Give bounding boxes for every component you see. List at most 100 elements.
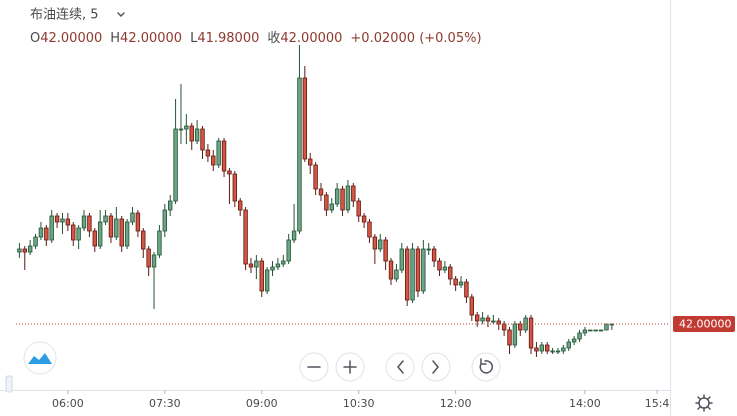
candle-body xyxy=(291,230,297,241)
candle-body xyxy=(302,77,308,160)
candle-body xyxy=(200,128,205,151)
scroll-left[interactable] xyxy=(385,352,415,382)
x-tick-label: 14:00 xyxy=(569,397,601,410)
candle-body xyxy=(383,239,388,262)
candle-body xyxy=(157,230,162,256)
legend-value: 42.00000 xyxy=(40,31,102,46)
candle-body xyxy=(119,218,124,247)
candle-body xyxy=(264,269,270,292)
candle-body xyxy=(474,314,480,322)
candle-body xyxy=(189,125,194,142)
candle-body xyxy=(184,125,189,130)
legend-value: 42.00000 xyxy=(120,31,182,46)
candle-body xyxy=(561,347,566,352)
legend-value: 41.98000 xyxy=(197,31,259,46)
candle-body xyxy=(92,230,97,247)
candle-body xyxy=(582,329,588,334)
candle-body xyxy=(464,281,469,298)
candle-body xyxy=(211,155,216,166)
candle-body xyxy=(577,332,582,340)
candle-body xyxy=(54,215,60,223)
candle-body xyxy=(108,215,114,238)
candle-body xyxy=(44,227,49,241)
candle-body xyxy=(308,158,313,166)
candle-body xyxy=(458,281,464,286)
candle-body xyxy=(81,215,87,229)
candle-body xyxy=(480,317,485,322)
candle-body xyxy=(22,248,27,253)
candle-body xyxy=(518,323,523,331)
candle-body xyxy=(485,317,491,322)
candle-body xyxy=(528,317,534,349)
settings[interactable] xyxy=(695,394,713,412)
candle-body xyxy=(65,218,71,226)
candle-body xyxy=(345,185,351,211)
candle-body xyxy=(361,215,367,223)
candle-body xyxy=(421,248,426,292)
last-price-box xyxy=(673,316,735,332)
candle-body xyxy=(318,188,324,196)
candle-body xyxy=(87,215,92,232)
candle-body xyxy=(221,140,227,172)
reset[interactable] xyxy=(471,352,501,382)
candle-body xyxy=(97,221,103,247)
candle-body xyxy=(324,194,329,211)
candle-body xyxy=(404,248,410,301)
scroll-right[interactable] xyxy=(421,352,451,382)
candle-body xyxy=(135,212,141,232)
candle-body xyxy=(378,239,383,250)
candle-body xyxy=(27,245,33,253)
candle-body xyxy=(399,248,404,271)
candle-body xyxy=(254,260,259,268)
candle-body xyxy=(329,203,334,211)
candle-body xyxy=(76,227,81,241)
candle-body xyxy=(270,266,275,271)
candle-body xyxy=(227,170,232,175)
last-price-label: 42.00000 xyxy=(679,318,732,331)
candle-body xyxy=(275,263,281,268)
candle-body xyxy=(453,278,458,286)
x-tick-label: 09:00 xyxy=(246,397,278,410)
candle-body xyxy=(194,128,200,142)
candle-body xyxy=(162,209,168,232)
legend-key: 收 xyxy=(267,31,280,46)
candle-body xyxy=(259,260,264,292)
legend-key: H xyxy=(110,31,120,46)
candle-body xyxy=(372,236,378,250)
candle-body xyxy=(448,266,453,280)
candle-body xyxy=(281,260,286,265)
candle-body xyxy=(426,248,431,251)
logo[interactable] xyxy=(23,341,57,375)
logo-icon xyxy=(28,353,52,364)
candle-body xyxy=(60,218,65,223)
candle-body xyxy=(571,338,577,343)
candle-body xyxy=(437,260,442,271)
candle-body xyxy=(415,248,421,292)
symbol-title: 布油连续, 5 xyxy=(30,7,99,23)
candle-body xyxy=(178,128,184,131)
x-tick-label: 12:00 xyxy=(440,397,472,410)
candle-body xyxy=(394,269,399,280)
zoom-out[interactable] xyxy=(299,352,329,382)
candle-body xyxy=(297,77,302,232)
candle-body xyxy=(334,188,340,205)
candle-body xyxy=(232,173,238,202)
candle-body xyxy=(367,221,372,238)
zoom-in[interactable] xyxy=(335,352,365,382)
dropdown-icon[interactable] xyxy=(117,12,125,18)
x-tick-label: 15:4 xyxy=(645,397,670,410)
candle-body xyxy=(49,215,54,241)
candle-body xyxy=(141,230,146,250)
candle-body xyxy=(124,221,130,247)
scroll-handle[interactable] xyxy=(5,375,13,393)
candle-body xyxy=(442,266,448,271)
candle-body xyxy=(351,185,356,202)
x-tick-label: 07:30 xyxy=(149,397,181,410)
legend-key: O xyxy=(30,31,40,46)
candle-body xyxy=(491,320,496,323)
candle-body xyxy=(17,248,22,253)
candle-body xyxy=(545,344,550,352)
x-tick-label: 06:00 xyxy=(52,397,84,410)
candle-body xyxy=(512,323,518,346)
